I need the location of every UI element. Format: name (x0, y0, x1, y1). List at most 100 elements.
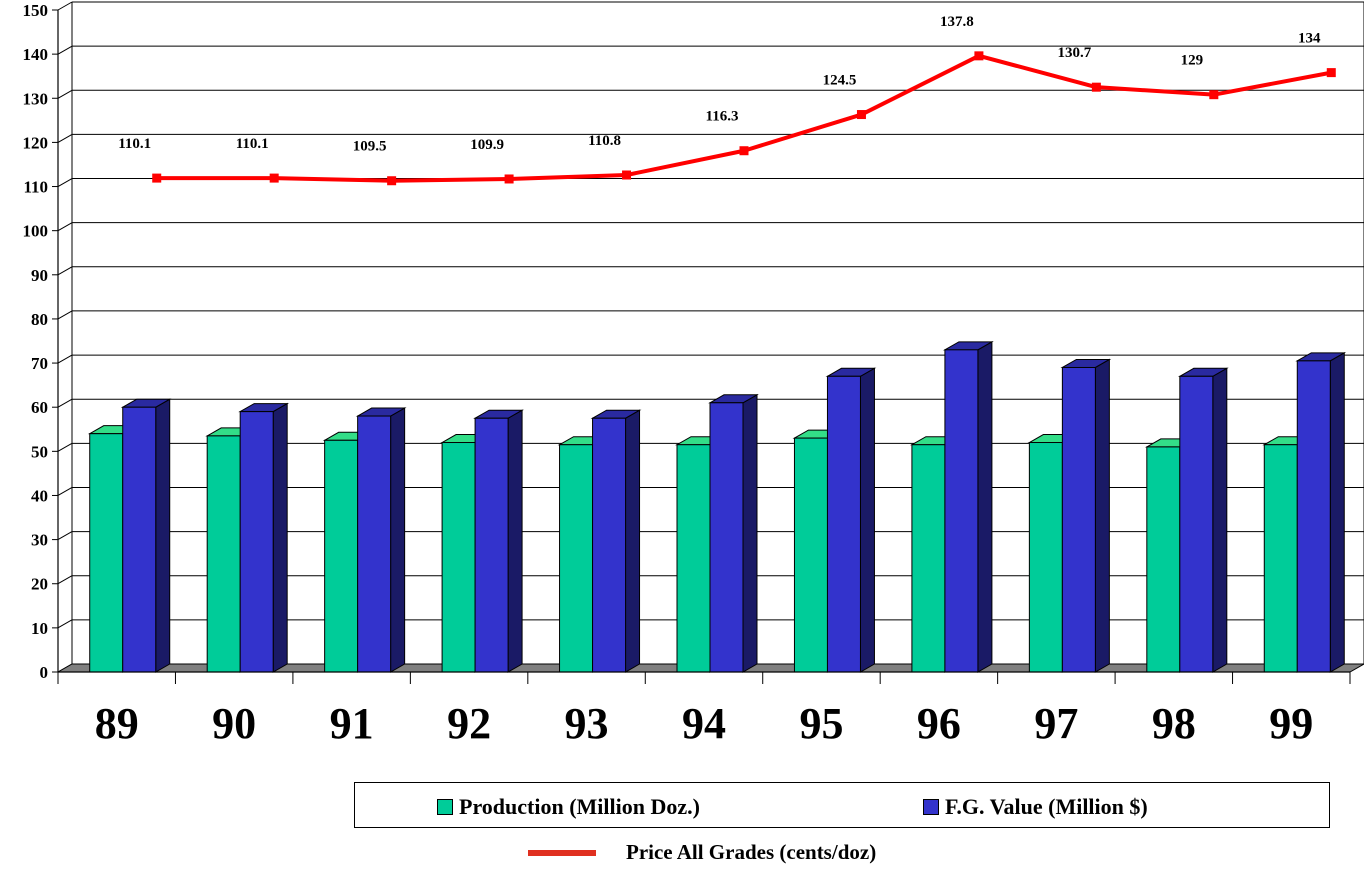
bar (1061, 366, 1096, 673)
price-data-label: 130.7 (1057, 45, 1091, 61)
x-tick-label: 94 (682, 699, 726, 748)
price-data-label: 124.5 (823, 73, 857, 89)
legend-label-price: Price All Grades (cents/doz) (626, 840, 877, 864)
bar (1263, 444, 1298, 673)
line-legend: Price All Grades (cents/doz) (528, 840, 876, 865)
bar (474, 417, 509, 673)
x-tick-label: 95 (799, 699, 843, 748)
x-tick-label: 97 (1034, 699, 1078, 748)
x-tick-label: 92 (447, 699, 491, 748)
price-point (1091, 82, 1101, 92)
x-tick-label: 93 (565, 699, 609, 748)
x-tick-label: 99 (1269, 699, 1313, 748)
x-tick-label: 96 (917, 699, 961, 748)
bar (1179, 375, 1214, 673)
bar-side (977, 340, 993, 673)
bar (122, 406, 157, 673)
bar-side (859, 367, 875, 673)
x-tick-label: 89 (95, 699, 139, 748)
y-tick-label: 70 (31, 354, 48, 373)
y-tick-label: 50 (31, 442, 48, 461)
bar (1028, 442, 1063, 673)
bar-side (507, 409, 523, 673)
bar (357, 415, 392, 673)
x-axis: 89 90 91 92 93 94 95 96 97 98 99 (57, 671, 1351, 748)
side-wall-line (57, 310, 73, 320)
legend-label-production: Production (Million Doz.) (459, 794, 700, 819)
y-tick-label: 80 (31, 310, 48, 329)
side-wall-line (57, 222, 73, 232)
side-wall-line (57, 45, 73, 55)
bar (441, 442, 476, 673)
y-tick-label: 60 (31, 398, 48, 417)
bar (793, 437, 828, 673)
side-wall-line (57, 89, 73, 99)
price-point (856, 110, 866, 120)
price-data-label: 116.3 (706, 109, 739, 125)
bar (676, 444, 711, 673)
side-wall-line (57, 178, 73, 187)
price-point (739, 146, 749, 156)
bar (206, 435, 241, 673)
side-wall-line (57, 133, 73, 143)
bars (87, 340, 1347, 673)
side-wall-line (57, 398, 73, 408)
side-wall-line (57, 442, 73, 452)
legend-item-fg-value: F.G. Value (Million $) (923, 794, 1148, 820)
price-line: 110.1 110.1 109.5 109.9 110.8 116.3 124.5 137.8… (118, 14, 1336, 186)
bar-side (1212, 367, 1228, 673)
bar-side (390, 407, 406, 673)
price-point (387, 176, 397, 186)
bar-side (1329, 351, 1345, 673)
price-data-label: 109.9 (470, 137, 504, 153)
legend-label-fg-value: F.G. Value (Million $) (945, 794, 1148, 819)
price-data-label: 134 (1298, 31, 1321, 47)
y-tick-label: 10 (31, 619, 48, 638)
bar (826, 375, 861, 673)
price-point (269, 173, 279, 183)
bar-legend: Production (Million Doz.) F.G. Value (Mi… (354, 782, 1330, 828)
bar-side (742, 393, 758, 673)
bar-side (1094, 358, 1110, 673)
side-wall-line (57, 531, 73, 541)
y-tick-label: 100 (23, 222, 49, 241)
price-point (152, 173, 162, 183)
y-tick-label: 150 (23, 1, 49, 20)
x-tick-label: 98 (1152, 699, 1196, 748)
price-point (1209, 90, 1219, 100)
bar (911, 444, 946, 673)
price-point (622, 170, 632, 180)
bar (559, 444, 594, 673)
y-tick-label: 40 (31, 486, 48, 505)
y-tick-label: 130 (23, 89, 49, 108)
bar (944, 349, 979, 673)
y-tick-label: 140 (23, 45, 49, 64)
legend-swatch-production (437, 799, 453, 815)
y-tick-label: 90 (31, 266, 48, 285)
price-data-label: 109.5 (353, 139, 387, 155)
bar (1296, 360, 1331, 673)
bar-side (625, 409, 641, 673)
price-data-label: 129 (1181, 53, 1204, 69)
bar (239, 411, 274, 673)
bar-side (272, 402, 288, 673)
side-wall-line (57, 266, 73, 276)
price-point (974, 51, 984, 61)
y-tick-label: 120 (23, 133, 49, 152)
price-series-line (156, 53, 1332, 183)
bar (1146, 446, 1181, 673)
legend-swatch-fg-value (923, 799, 939, 815)
price-point (1326, 68, 1336, 78)
bar (592, 417, 627, 673)
bar-side (155, 398, 171, 673)
side-wall-line (57, 1, 73, 11)
y-axis: 0 10 20 30 40 50 60 70 80 90 100 110 120 130 140 150 (23, 1, 59, 682)
y-tick-label: 20 (31, 575, 48, 594)
bar (89, 433, 124, 673)
price-data-label: 110.1 (236, 136, 269, 152)
bar (324, 439, 359, 673)
side-wall-line (57, 487, 73, 496)
legend-item-production: Production (Million Doz.) (437, 794, 700, 820)
price-data-label: 110.1 (118, 136, 151, 152)
